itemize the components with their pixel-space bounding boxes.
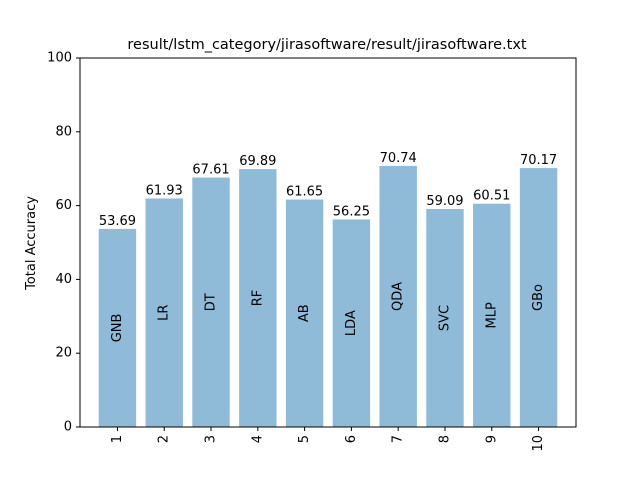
bar [379, 165, 417, 427]
bar [98, 228, 137, 427]
x-tick-label: 5 [297, 435, 312, 443]
bar [426, 208, 464, 427]
chart-title: result/lstm_category/jirasoftware/result… [127, 37, 527, 53]
bar-inner-label: RF [250, 290, 265, 307]
y-tick-label: 0 [64, 420, 72, 435]
bar-value-label: 61.65 [286, 185, 323, 200]
y-axis-label: Total Accuracy [24, 196, 39, 291]
plot-frame [79, 57, 577, 428]
bar [192, 177, 230, 427]
bar-inner-label: DT [204, 293, 219, 311]
x-tick-label: 6 [344, 435, 359, 443]
bar-value-label: 59.09 [426, 194, 463, 209]
bar-value-label: 56.25 [333, 204, 370, 219]
x-tick-label: 4 [250, 435, 265, 443]
x-tick-label: 3 [204, 435, 219, 443]
bar-value-label: 53.69 [99, 214, 136, 229]
bar-value-label: 60.51 [473, 189, 510, 204]
bar [332, 219, 371, 427]
bar-value-label: 70.17 [520, 153, 557, 168]
bar-inner-label: GBo [531, 284, 546, 311]
x-tick-label: 9 [484, 435, 499, 443]
x-tick-label: 1 [110, 435, 125, 443]
x-tick-label: 8 [437, 435, 452, 443]
bar-value-label: 61.93 [146, 183, 183, 198]
bar-inner-label: MLP [484, 302, 499, 328]
bar-value-label: 69.89 [239, 154, 276, 169]
bar [519, 168, 558, 427]
bar-value-label: 70.74 [380, 151, 417, 166]
bar [145, 198, 183, 427]
bar [239, 169, 277, 427]
y-tick-label: 20 [55, 346, 72, 361]
y-tick-label: 40 [55, 272, 72, 287]
bar-inner-label: GNB [110, 314, 125, 343]
bar [473, 203, 511, 427]
x-tick-label: 2 [157, 435, 172, 443]
x-tick-label: 10 [531, 435, 546, 452]
bar-inner-label: QDA [391, 282, 406, 311]
bar [285, 199, 324, 427]
y-tick-label: 100 [47, 51, 72, 66]
bar-value-label: 67.61 [192, 163, 229, 178]
plot-area: 53.69 GNB 1 61.93 LR 2 67.61 DT 3 69.89 RF 4 61.65 AB… [47, 51, 577, 452]
y-tick-label: 60 [55, 198, 72, 213]
y-tick-label: 80 [55, 124, 72, 139]
x-tick-label: 7 [391, 435, 406, 443]
bar-inner-label: LDA [344, 310, 359, 336]
bar-inner-label: SVC [437, 305, 452, 331]
bar-inner-label: AB [297, 304, 312, 322]
bar-inner-label: LR [157, 305, 172, 321]
